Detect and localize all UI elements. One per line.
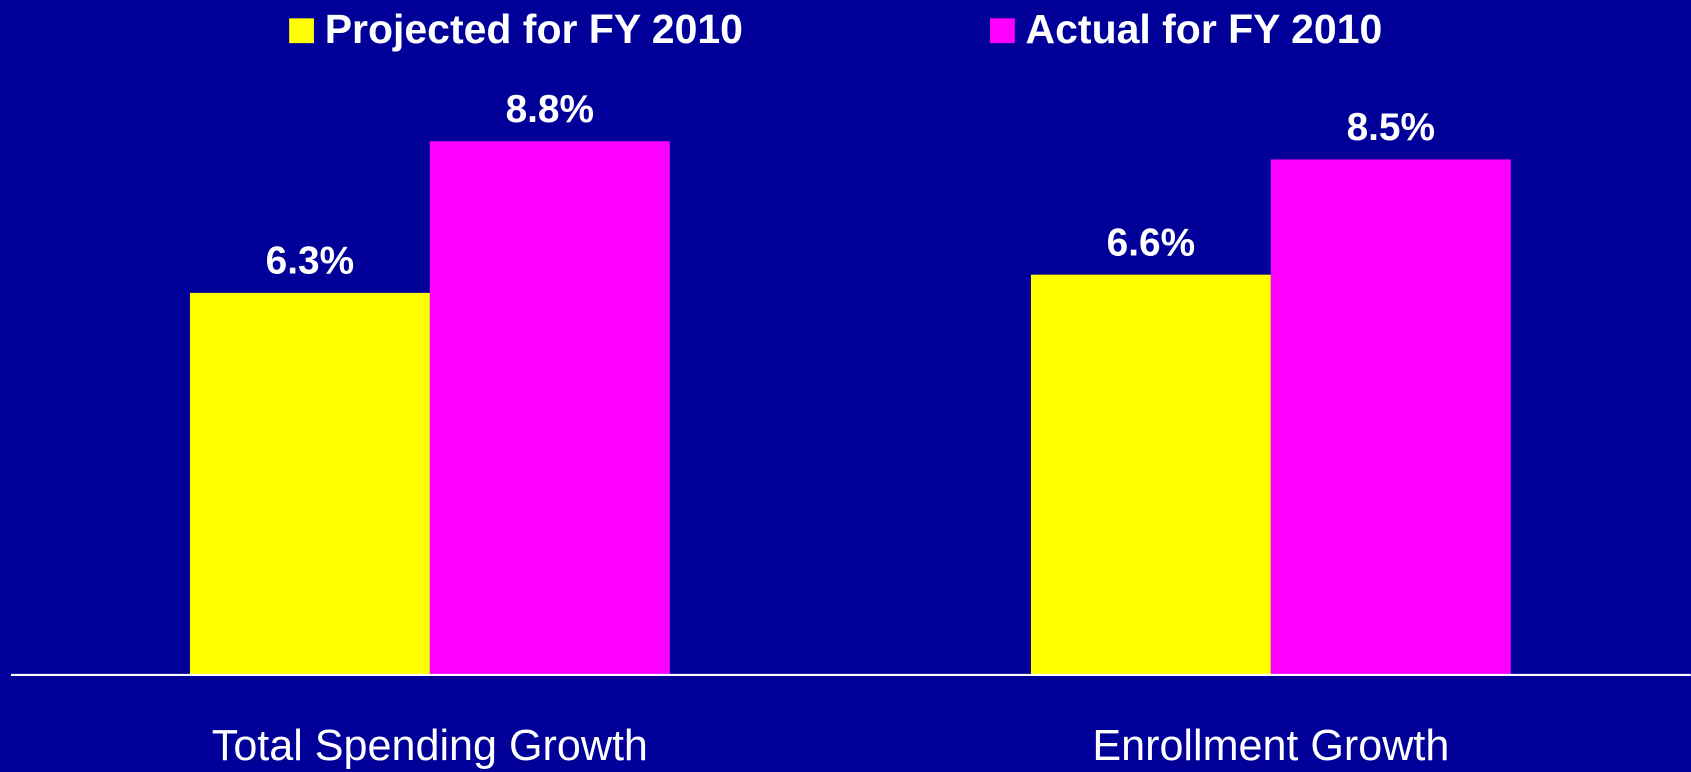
bar [189,292,430,675]
bar [1270,159,1511,675]
legend-label: Actual for FY 2010 [1026,6,1383,52]
legend-swatch [989,18,1015,44]
value-label: 8.5% [1347,106,1435,149]
value-label: 8.8% [506,88,594,131]
bar [429,141,670,675]
legend-swatch [289,18,314,44]
value-label: 6.3% [266,239,354,282]
category-label: Total Spending Growth [212,722,648,770]
value-label: 6.6% [1107,221,1195,264]
bar [1030,274,1271,675]
category-label: Enrollment Growth [1092,722,1449,770]
legend-label: Projected for FY 2010 [325,6,743,52]
